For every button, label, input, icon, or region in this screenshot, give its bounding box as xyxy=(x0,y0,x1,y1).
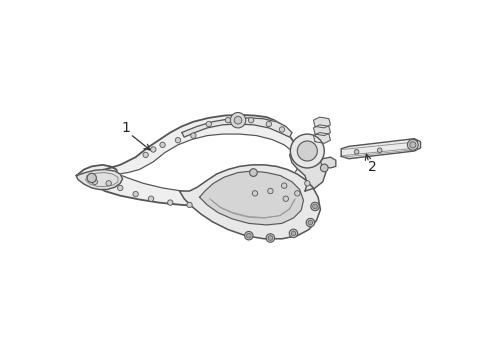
Circle shape xyxy=(408,139,418,150)
Circle shape xyxy=(305,181,310,186)
Polygon shape xyxy=(314,125,330,136)
Circle shape xyxy=(175,138,181,143)
Circle shape xyxy=(187,202,192,208)
Circle shape xyxy=(268,188,273,194)
Circle shape xyxy=(311,202,319,211)
Circle shape xyxy=(245,231,253,240)
Polygon shape xyxy=(118,134,297,194)
Polygon shape xyxy=(290,148,326,191)
Polygon shape xyxy=(341,139,420,159)
Circle shape xyxy=(230,112,245,128)
Circle shape xyxy=(354,149,359,154)
Circle shape xyxy=(308,220,313,225)
Text: 1: 1 xyxy=(121,121,130,135)
Circle shape xyxy=(294,191,300,196)
Polygon shape xyxy=(76,115,323,207)
Circle shape xyxy=(118,185,123,191)
Circle shape xyxy=(206,121,212,127)
Circle shape xyxy=(87,173,97,183)
Circle shape xyxy=(143,152,148,158)
Circle shape xyxy=(225,117,231,123)
Circle shape xyxy=(133,192,138,197)
Circle shape xyxy=(148,196,154,202)
Circle shape xyxy=(266,234,274,242)
Circle shape xyxy=(191,133,196,138)
Circle shape xyxy=(282,183,287,188)
Polygon shape xyxy=(179,165,320,239)
Polygon shape xyxy=(76,170,122,189)
Circle shape xyxy=(289,229,298,238)
Circle shape xyxy=(297,141,318,161)
Polygon shape xyxy=(314,132,330,143)
Circle shape xyxy=(266,121,271,127)
Circle shape xyxy=(279,127,285,132)
Circle shape xyxy=(291,231,296,236)
Circle shape xyxy=(268,236,273,240)
Circle shape xyxy=(89,175,95,181)
Circle shape xyxy=(246,233,251,238)
Polygon shape xyxy=(320,157,336,168)
Circle shape xyxy=(160,142,165,148)
Circle shape xyxy=(249,169,257,176)
Polygon shape xyxy=(199,171,303,225)
Polygon shape xyxy=(182,118,292,137)
Circle shape xyxy=(313,204,318,209)
Circle shape xyxy=(92,179,98,184)
Circle shape xyxy=(283,196,289,202)
Circle shape xyxy=(377,148,382,153)
Circle shape xyxy=(150,147,156,152)
Polygon shape xyxy=(314,117,330,128)
Circle shape xyxy=(306,219,315,227)
Circle shape xyxy=(291,134,324,168)
Circle shape xyxy=(410,142,416,148)
Circle shape xyxy=(320,164,328,172)
Circle shape xyxy=(252,191,258,196)
Text: 2: 2 xyxy=(368,160,377,174)
Circle shape xyxy=(248,117,254,123)
Circle shape xyxy=(234,116,242,124)
Circle shape xyxy=(168,200,173,205)
Circle shape xyxy=(106,181,111,186)
